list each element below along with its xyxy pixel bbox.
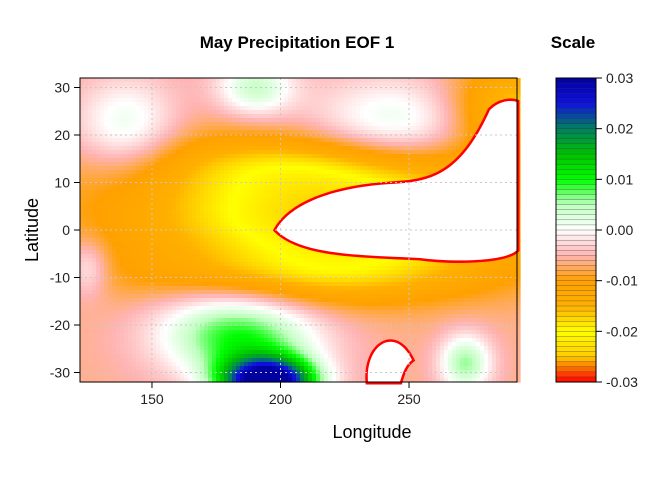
y-tick-label: 0 xyxy=(62,222,70,238)
colorbar-band xyxy=(555,366,597,373)
colorbar-tick-label: -0.01 xyxy=(606,273,638,289)
colorbar-band xyxy=(555,128,597,135)
colorbar-band xyxy=(555,87,597,94)
colorbar-band xyxy=(555,138,597,145)
colorbar-band xyxy=(555,77,597,84)
colorbar-band xyxy=(555,275,597,282)
y-tick-label: -30 xyxy=(50,365,70,381)
colorbar-band xyxy=(555,108,597,115)
colorbar-band xyxy=(555,229,597,236)
colorbar-band xyxy=(555,285,597,292)
colorbar-band xyxy=(555,194,597,201)
y-axis-label: Latitude xyxy=(22,198,42,262)
x-tick-label: 200 xyxy=(269,391,293,407)
colorbar-band xyxy=(555,234,597,241)
colorbar-band xyxy=(555,224,597,231)
colorbar-band xyxy=(555,361,597,368)
colorbar-band xyxy=(555,103,597,109)
colorbar-band xyxy=(555,93,597,99)
colorbar-title: Scale xyxy=(551,33,595,52)
colorbar-band xyxy=(555,280,597,287)
colorbar-band xyxy=(555,158,597,165)
colorbar-band xyxy=(555,219,597,226)
colorbar-tick-label: 0.03 xyxy=(606,70,633,86)
colorbar-band xyxy=(555,82,597,89)
colorbar-tick-label: -0.03 xyxy=(606,374,638,390)
y-tick-label: 20 xyxy=(54,127,70,143)
y-axis: 30 20 10 0 -10 -20 -30 xyxy=(50,80,80,381)
colorbar-band xyxy=(555,199,597,206)
colorbar-band xyxy=(555,204,597,211)
colorbar-band xyxy=(555,133,597,140)
colorbar-band xyxy=(555,174,597,180)
colorbar-band xyxy=(555,305,597,312)
colorbar-band xyxy=(555,123,597,130)
colorbar-band xyxy=(555,310,597,317)
x-axis-label: Longitude xyxy=(332,422,411,442)
colorbar-band xyxy=(555,250,597,256)
colorbar-tick-label: -0.02 xyxy=(606,323,638,339)
colorbar-band xyxy=(555,265,597,272)
y-tick-label: -10 xyxy=(50,270,70,286)
colorbar-band xyxy=(555,346,597,353)
colorbar-band xyxy=(555,214,597,221)
colorbar-band xyxy=(555,209,597,216)
colorbar-band xyxy=(555,331,597,337)
precipitation-field xyxy=(80,78,521,385)
colorbar-band xyxy=(555,143,597,150)
x-tick-label: 150 xyxy=(140,391,164,407)
grid-lines xyxy=(80,78,517,382)
colorbar-band xyxy=(555,239,597,246)
colorbar-tick-label: 0.02 xyxy=(606,121,633,137)
colorbar-band xyxy=(555,189,597,196)
colorbar-band xyxy=(555,153,597,160)
colorbar-tick-label: 0.00 xyxy=(606,222,633,238)
colorbar-band xyxy=(555,260,597,267)
colorbar-band xyxy=(555,148,597,155)
colorbar-tick-label: 0.01 xyxy=(606,171,633,187)
colorbar-band xyxy=(555,300,597,307)
colorbar-band xyxy=(555,341,597,348)
colorbar-band xyxy=(555,321,597,327)
colorbar-band xyxy=(555,351,597,358)
colorbar-band xyxy=(555,163,597,170)
chart-title: May Precipitation EOF 1 xyxy=(200,33,395,52)
colorbar-band xyxy=(555,336,597,343)
colorbar-band xyxy=(555,295,597,302)
y-tick-label: 10 xyxy=(54,175,70,191)
colorbar: 0.03 0.02 0.01 0.00 -0.01 -0.02 -0.03 xyxy=(555,70,638,390)
colorbar-band xyxy=(555,179,597,185)
colorbar-band xyxy=(555,184,597,191)
y-tick-label: -20 xyxy=(50,317,70,333)
colorbar-band xyxy=(555,315,597,322)
colorbar-band xyxy=(555,98,597,104)
colorbar-band xyxy=(555,245,597,251)
y-tick-label: 30 xyxy=(54,80,70,96)
colorbar-band xyxy=(555,290,597,297)
colorbar-band xyxy=(555,255,597,261)
colorbar-band xyxy=(555,371,597,378)
x-axis: 150 200 250 xyxy=(140,382,421,407)
colorbar-band xyxy=(555,169,597,175)
colorbar-band xyxy=(555,118,597,125)
x-tick-label: 250 xyxy=(397,391,421,407)
colorbar-band xyxy=(555,270,597,277)
plot-area: 150 200 250 30 20 10 0 -10 -20 -30 xyxy=(50,77,521,407)
colorbar-band xyxy=(555,356,597,363)
colorbar-band xyxy=(555,113,597,120)
colorbar-band xyxy=(555,326,597,332)
